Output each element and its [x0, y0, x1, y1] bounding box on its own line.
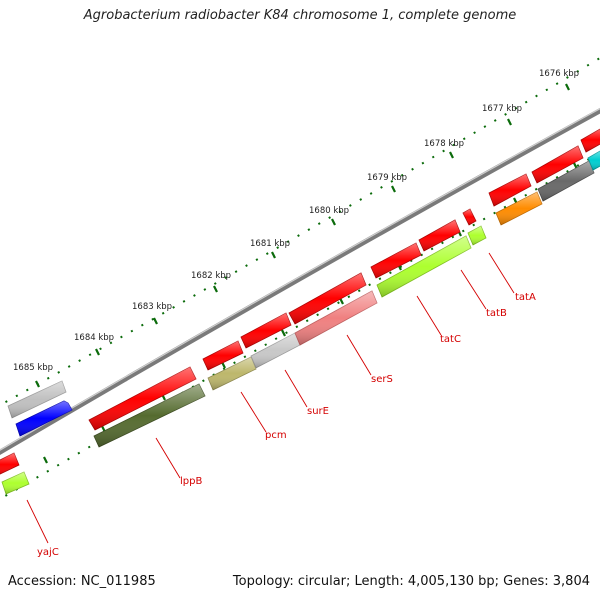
gene-label-tatA: tatA: [515, 292, 536, 303]
scale-tick: [449, 151, 454, 159]
cds-lppB[interactable]: [88, 366, 197, 431]
scale-tick: [281, 329, 286, 337]
scale-label: 1684 kbp: [74, 333, 114, 343]
blue-feature[interactable]: [15, 400, 73, 437]
cds-outer-right-3[interactable]: [580, 128, 600, 153]
gene-label-lppB: lppB: [180, 476, 202, 487]
feature-dark-grey[interactable]: [537, 160, 595, 202]
scale-tick: [213, 285, 218, 293]
gene-label-serS: serS: [371, 374, 393, 385]
scale-tick: [153, 317, 158, 325]
feature-pcm[interactable]: [207, 356, 257, 391]
scale-tick: [95, 348, 100, 356]
feature-cyan[interactable]: [587, 150, 600, 171]
cds-left-edge[interactable]: [0, 452, 20, 476]
inner-scale: [0, 151, 600, 501]
scale-label: 1678 kbp: [424, 139, 464, 149]
leader-tatC: [416, 295, 442, 336]
gene-label-tatC: tatC: [440, 334, 461, 345]
scale-label: 1679 kbp: [367, 173, 407, 183]
genome-summary-text: Topology: circular; Length: 4,005,130 bp…: [232, 574, 590, 589]
scale-tick: [35, 380, 40, 388]
scale-tick: [391, 185, 396, 193]
feature-serS[interactable]: [294, 290, 378, 346]
gene-label-pcm: pcm: [265, 430, 287, 441]
gene-label-yajC: yajC: [37, 547, 59, 558]
gene-label-surE: surE: [307, 406, 329, 417]
scale-tick: [271, 251, 276, 259]
scale-label: 1685 kbp: [13, 363, 53, 373]
grey-feature-outer[interactable]: [7, 380, 67, 419]
leader-lppB: [155, 437, 181, 479]
scale-tick: [331, 218, 336, 226]
scale-labels: 1676 kbp 1677 kbp 1678 kbp 1679 kbp 1680…: [13, 69, 579, 373]
leader-tatB: [460, 269, 487, 310]
map-title: Agrobacterium radiobacter K84 chromosome…: [83, 8, 517, 23]
cds-outer-right-1[interactable]: [488, 173, 532, 207]
outer-scale: [0, 57, 600, 407]
scale-label: 1677 kbp: [482, 104, 522, 114]
inner-features: [1, 150, 600, 495]
cds-pcm[interactable]: [202, 340, 244, 371]
cds-outer-right-2[interactable]: [531, 145, 584, 184]
leader-surE: [284, 369, 308, 408]
leader-tatA: [488, 252, 515, 294]
feature-tatA[interactable]: [495, 191, 543, 226]
scale-tick: [507, 118, 512, 126]
feature-tatB[interactable]: [467, 225, 487, 246]
gene-labels: yajC lppB pcm surE serS tatC tatB tatA: [37, 292, 536, 558]
outer-features: [0, 128, 600, 476]
leader-pcm: [240, 391, 267, 433]
cds-tatB[interactable]: [418, 219, 461, 252]
scale-label: 1680 kbp: [309, 206, 349, 216]
genome-backbone: [0, 107, 600, 456]
scale-label: 1681 kbp: [250, 239, 290, 249]
cds-tatC[interactable]: [370, 242, 422, 279]
label-leaders: [26, 252, 515, 544]
scale-tick: [565, 83, 570, 91]
scale-label: 1682 kbp: [191, 271, 231, 281]
cds-serS[interactable]: [288, 272, 367, 325]
scale-tick: [43, 456, 48, 464]
feature-lppB[interactable]: [93, 383, 206, 448]
accession-text: Accession: NC_011985: [8, 574, 156, 589]
outer-major-ticks: [35, 83, 570, 388]
cds-surE[interactable]: [240, 312, 292, 349]
cds-tatA[interactable]: [462, 208, 477, 226]
scale-label: 1676 kbp: [539, 69, 579, 79]
leader-yajC: [26, 499, 49, 544]
scale-label: 1683 kbp: [132, 302, 172, 312]
gene-label-tatB: tatB: [486, 308, 507, 319]
feature-yajC[interactable]: [1, 471, 30, 495]
leader-serS: [346, 334, 372, 376]
feature-tatC[interactable]: [376, 235, 472, 298]
